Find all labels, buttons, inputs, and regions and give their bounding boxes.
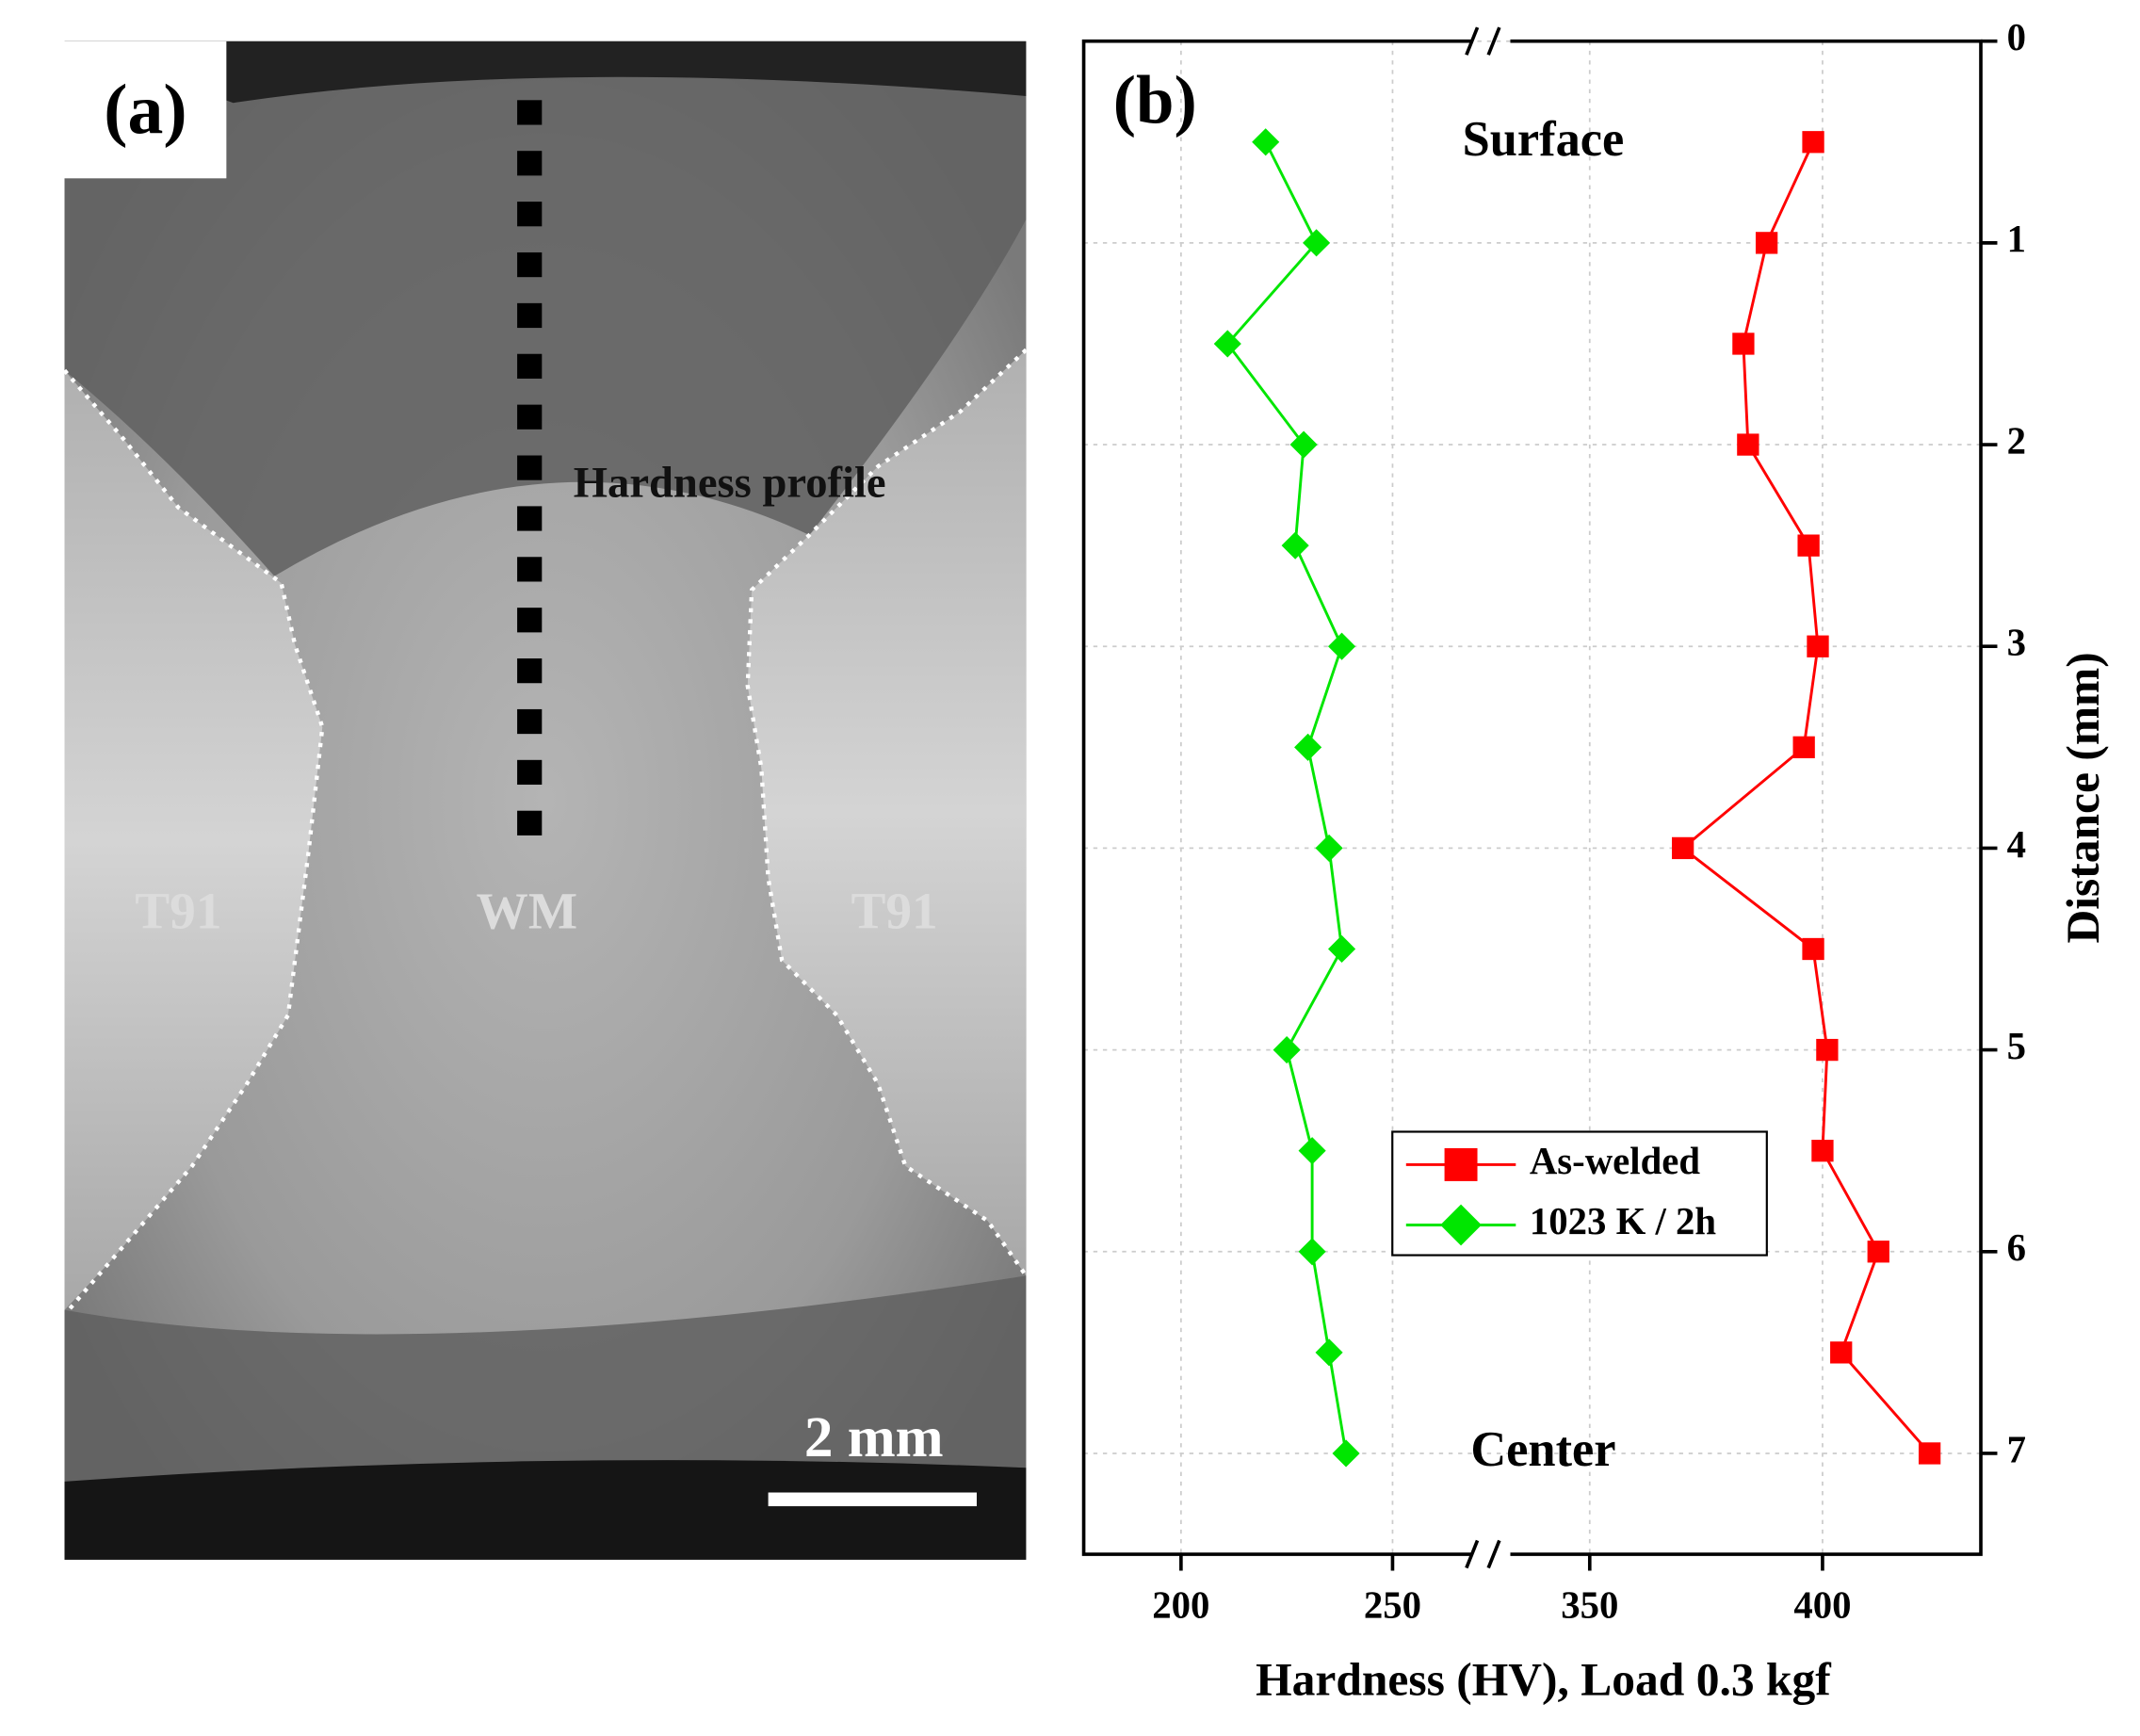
series-line [1225, 141, 1348, 1454]
marker [1755, 232, 1778, 254]
indent-mark [517, 759, 543, 786]
y-tick-label: 6 [2007, 1226, 2026, 1269]
panel-label: (a) [104, 71, 186, 149]
marker [1918, 1442, 1941, 1465]
indent-mark [517, 455, 543, 480]
y-tick-label: 1 [2007, 218, 2026, 260]
chart: 200 250 350 400 0 1 2 3 4 5 6 7 Hardness (HV), Load … [1081, 16, 2109, 1706]
panel-label: (b) [1113, 61, 1197, 138]
legend-marker [1444, 1147, 1478, 1181]
x-tick-label: 250 [1364, 1584, 1421, 1627]
indent-mark [517, 404, 543, 430]
marker [1830, 1341, 1853, 1364]
indent-mark [517, 810, 543, 836]
y-tick-label: 4 [2007, 823, 2026, 866]
marker [1327, 934, 1356, 964]
indent-mark [517, 506, 543, 531]
scale-bar [768, 1492, 977, 1507]
marker [1273, 1036, 1301, 1064]
y-axis-label: Distance (mm) [2057, 652, 2109, 943]
y-tick-label: 5 [2007, 1025, 2026, 1067]
region-label: T91 [135, 883, 221, 940]
marker [1315, 1339, 1343, 1367]
marker [1294, 733, 1322, 761]
micrograph [64, 41, 1027, 1560]
marker [1802, 131, 1824, 154]
indent-mark [517, 353, 543, 379]
indent-mark [517, 151, 543, 176]
indent-mark [517, 708, 543, 735]
marker [1802, 937, 1824, 961]
axis-frame [1081, 39, 1983, 1556]
legend-marker [1440, 1204, 1482, 1246]
marker [1327, 632, 1356, 660]
marker [1797, 534, 1820, 557]
region-label: T91 [851, 883, 937, 940]
indent-mark [517, 202, 543, 227]
region-label: WM [477, 883, 578, 940]
y-tick-label: 3 [2007, 622, 2026, 664]
annotation: Center [1470, 1422, 1615, 1477]
marker [1732, 333, 1755, 355]
x-tick-label: 400 [1793, 1584, 1851, 1627]
profile-label: Hardness profile [574, 459, 886, 508]
indent-mark [517, 557, 543, 582]
scale-bar-label: 2 mm [804, 1405, 944, 1469]
y-tick-label: 7 [2007, 1428, 2026, 1470]
series-line [1680, 141, 1931, 1454]
marker [1315, 834, 1343, 862]
marker [1298, 1137, 1326, 1165]
marker [1303, 229, 1331, 257]
x-tick-label: 350 [1561, 1584, 1618, 1627]
marker [1289, 430, 1318, 459]
legend-label: 1023 K / 2h [1530, 1200, 1717, 1242]
indent-mark [517, 100, 543, 125]
annotation: Surface [1463, 112, 1625, 167]
marker [1816, 1038, 1839, 1062]
y-tick-label: 2 [2007, 419, 2026, 462]
indent-mark [517, 302, 543, 329]
axis-break [1465, 26, 1501, 56]
marker [1332, 1439, 1360, 1468]
marker [1298, 1238, 1326, 1266]
x-tick-label: 200 [1152, 1584, 1209, 1627]
x-axis-label: Hardness (HV), Load 0.3 kgf [1256, 1654, 1831, 1706]
indent-mark [517, 658, 543, 684]
legend-label: As-welded [1530, 1140, 1701, 1182]
marker [1807, 635, 1829, 657]
axis-break [1465, 1539, 1501, 1569]
marker [1281, 531, 1309, 560]
indent-mark [517, 608, 543, 633]
y-tick-label: 0 [2007, 16, 2026, 58]
marker [1867, 1241, 1889, 1263]
marker [1811, 1140, 1834, 1162]
marker [1792, 736, 1815, 758]
marker [1213, 330, 1241, 358]
marker [1252, 128, 1280, 156]
indent-mark [517, 251, 543, 278]
marker [1671, 836, 1694, 860]
marker [1737, 433, 1759, 456]
